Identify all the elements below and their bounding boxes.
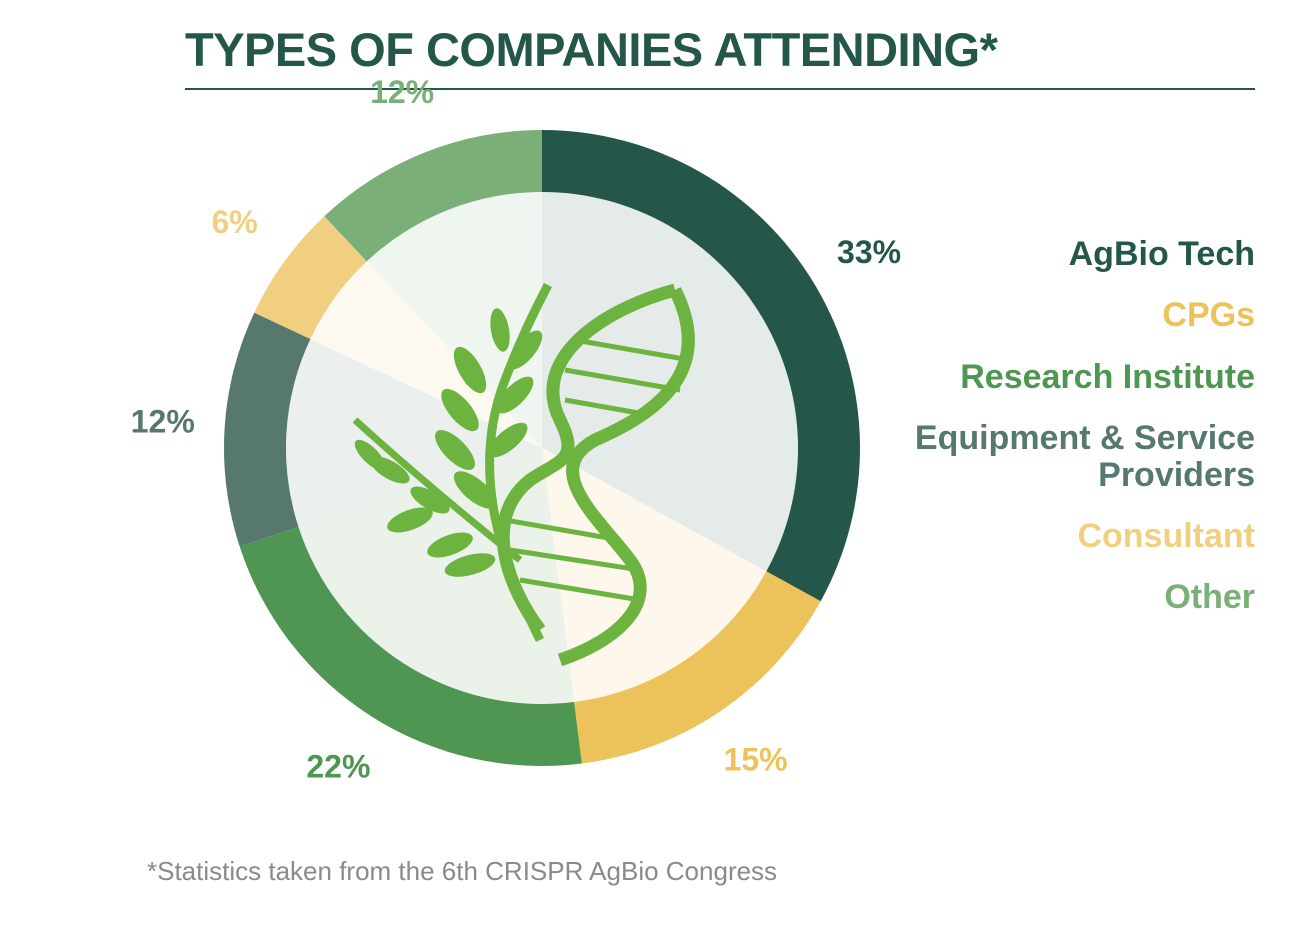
legend-entry: Consultant [1077,517,1255,555]
inner-wedge [285,339,542,528]
data-label: 15% [724,742,788,778]
ring-segment [239,527,582,766]
legend-entry: Equipment & Service Providers [914,419,1255,494]
ring-segment [223,312,311,547]
chart-title: TYPES OF COMPANIES ATTENDING* [185,23,998,76]
data-label: 22% [306,748,370,784]
wedges [223,130,860,766]
inner-wedge [366,192,542,448]
dna-strand [557,287,695,667]
data-label: 33% [837,234,901,270]
legend-entry: Other [1164,578,1255,616]
dna-strand [496,283,677,634]
data-label: 12% [131,404,195,440]
wheat-leaves [354,308,543,577]
illustration [352,282,695,667]
footnote: *Statistics taken from the 6th CRISPR Ag… [147,856,778,886]
ring-segment [254,216,367,340]
data-label: 6% [211,204,257,240]
ring-segment [574,571,821,764]
ring-segment [542,130,860,602]
legend-entry: Research Institute [960,358,1255,396]
dna-rungs [504,337,691,603]
title-rule [185,88,1255,90]
inner-wedge [310,261,542,448]
legend-entry: AgBio Tech [1068,235,1255,273]
data-label: 12% [370,74,434,110]
legend-entry: CPGs [1162,296,1255,334]
ring-segment [324,130,542,262]
